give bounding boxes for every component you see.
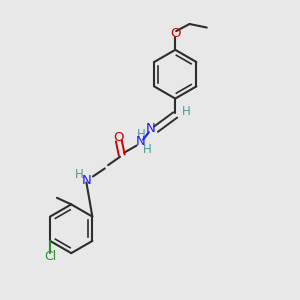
- Text: N: N: [82, 173, 92, 187]
- Text: H: H: [182, 106, 191, 118]
- Text: O: O: [113, 131, 124, 144]
- Text: O: O: [170, 27, 181, 40]
- Text: H: H: [137, 128, 146, 141]
- Text: H: H: [143, 142, 152, 156]
- Text: N: N: [146, 122, 155, 134]
- Text: H: H: [75, 168, 84, 181]
- Text: N: N: [135, 136, 145, 148]
- Text: Cl: Cl: [44, 250, 56, 263]
